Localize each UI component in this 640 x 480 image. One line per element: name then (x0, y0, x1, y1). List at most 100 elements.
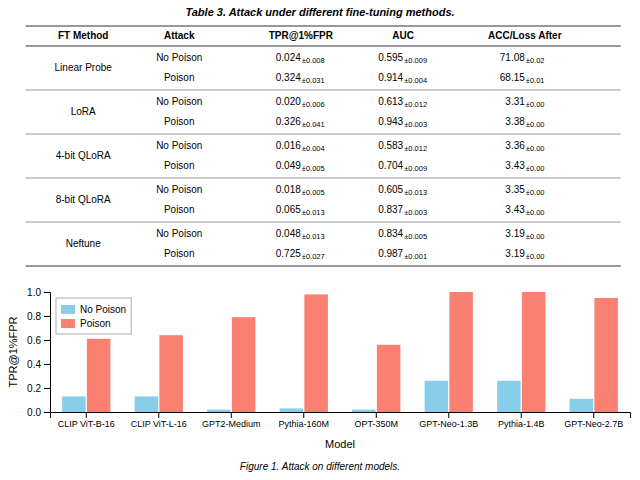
table-cell-sub: ±0.00 (526, 144, 545, 153)
table-header: ACC/Loss After (488, 30, 562, 41)
y-tick-label: 1.0 (27, 287, 41, 298)
table-cell-sub: ±0.005 (404, 232, 427, 241)
x-tick-label: GPT2-Medium (202, 419, 261, 429)
x-tick-label: Pythia-160M (278, 419, 329, 429)
table-cell: Poison (164, 248, 195, 259)
bars (62, 292, 618, 412)
table-cell: 3.31 (505, 96, 525, 107)
table-cell: 0.704 (378, 160, 403, 171)
table-cell: LoRA (71, 106, 96, 117)
y-axis-title: TPR@1%FPR (7, 316, 19, 387)
table-cell-sub: ±0.005 (302, 188, 325, 197)
table-cell: Poison (164, 160, 195, 171)
y-tick-mark (44, 364, 50, 365)
table-cell-sub: ±0.005 (302, 164, 325, 173)
table-cell: 71.08 (500, 52, 525, 63)
table-cell-sub: ±0.013 (302, 208, 325, 217)
x-tick-mark (448, 412, 449, 418)
table-cell: 0.837 (378, 204, 403, 215)
table-cell-sub: ±0.009 (404, 56, 427, 65)
table-cell: 0.987 (378, 248, 403, 259)
x-tick-mark (593, 412, 594, 418)
x-tick: OPT-350M (354, 412, 398, 429)
table-cell-sub: ±0.041 (302, 120, 325, 129)
y-tick-mark (44, 388, 50, 389)
table-cell-sub: ±0.00 (526, 164, 545, 173)
y-axis: 0.0 0.2 0.4 0.6 0.8 1.0 (27, 287, 50, 418)
chart-container: Table 3. Attack under different fine-tun… (0, 0, 640, 480)
table-separator (26, 222, 621, 223)
table-rule (26, 26, 621, 27)
bar (449, 292, 473, 412)
x-tick-mark (303, 412, 304, 418)
table-cell-sub: ±0.00 (526, 252, 545, 261)
bar (594, 298, 618, 412)
x-tick: Pythia-1.4B (498, 412, 545, 429)
x-tick-label: Pythia-1.4B (498, 419, 545, 429)
table-cell: 3.38 (505, 116, 525, 127)
table-header: FT Method (58, 30, 109, 41)
table-rule (26, 46, 621, 47)
table-rule (26, 266, 621, 267)
x-axis-title: Model (325, 438, 355, 450)
table-cell: 0.065 (276, 204, 301, 215)
bar (159, 335, 183, 412)
y-tick-mark (44, 292, 50, 293)
y-tick-label: 0.6 (27, 335, 41, 346)
table-cell: 3.43 (505, 160, 525, 171)
y-tick: 1.0 (27, 287, 50, 298)
x-tick-label: CLIP ViT-B-16 (58, 419, 115, 429)
x-tick-mark (376, 412, 377, 418)
x-tick: GPT-Neo-2.7B (564, 412, 623, 429)
table-cell: 0.049 (276, 160, 301, 171)
x-tick-label: OPT-350M (354, 419, 398, 429)
table-cell: 0.605 (378, 184, 403, 195)
table-cell: 3.35 (505, 184, 525, 195)
table-cell: 0.324 (276, 72, 301, 83)
table-cell: 3.36 (505, 140, 525, 151)
table-cell: 0.016 (276, 140, 301, 151)
x-tick: CLIP ViT-L-16 (131, 412, 187, 429)
y-axis-line (44, 293, 51, 413)
x-tick: GPT2-Medium (202, 412, 261, 429)
table-title: Table 3. Attack under different fine-tun… (185, 6, 454, 18)
table-cell: 0.725 (276, 248, 301, 259)
table-cell-sub: ±0.006 (302, 100, 325, 109)
y-tick-label: 0.0 (27, 407, 41, 418)
x-axis-line (51, 413, 631, 419)
legend-label: No Poison (80, 304, 126, 315)
table-cell-sub: ±0.003 (404, 208, 427, 217)
bar (87, 339, 111, 412)
y-tick-label: 0.8 (27, 311, 41, 322)
legend-box (56, 298, 131, 334)
table-cell-sub: ±0.00 (526, 188, 545, 197)
table-cell: 3.19 (505, 228, 525, 239)
table-cell: 0.326 (276, 116, 301, 127)
table-separator (26, 134, 621, 135)
y-tick-label: 0.4 (27, 359, 41, 370)
table-cell-sub: ±0.008 (302, 56, 325, 65)
table-cell-sub: ±0.012 (404, 144, 427, 153)
table-cell-sub: ±0.004 (302, 144, 325, 153)
table-cell: No Poison (156, 184, 202, 195)
y-tick-mark (44, 340, 50, 341)
x-tick-mark (521, 412, 522, 418)
x-tick-mark (86, 412, 87, 418)
table-header: Attack (164, 30, 195, 41)
table-cell: 0.048 (276, 228, 301, 239)
table-cell: 4-bit QLoRA (56, 150, 111, 161)
figure: Table 3. Attack under different fine-tun… (0, 0, 640, 480)
y-tick: 0.4 (27, 359, 50, 370)
x-tick-mark (231, 412, 232, 418)
y-tick: 0.0 (27, 407, 50, 418)
bar (304, 294, 328, 412)
table-separator (26, 90, 621, 91)
table-cell-sub: ±0.01 (526, 76, 545, 85)
y-tick: 0.6 (27, 335, 50, 346)
bar (62, 396, 86, 412)
table-separator (26, 178, 621, 179)
table-cell: Neftune (66, 238, 101, 249)
table-cell-sub: ±0.009 (404, 164, 427, 173)
x-tick-label: CLIP ViT-L-16 (131, 419, 187, 429)
y-tick: 0.2 (27, 383, 50, 394)
